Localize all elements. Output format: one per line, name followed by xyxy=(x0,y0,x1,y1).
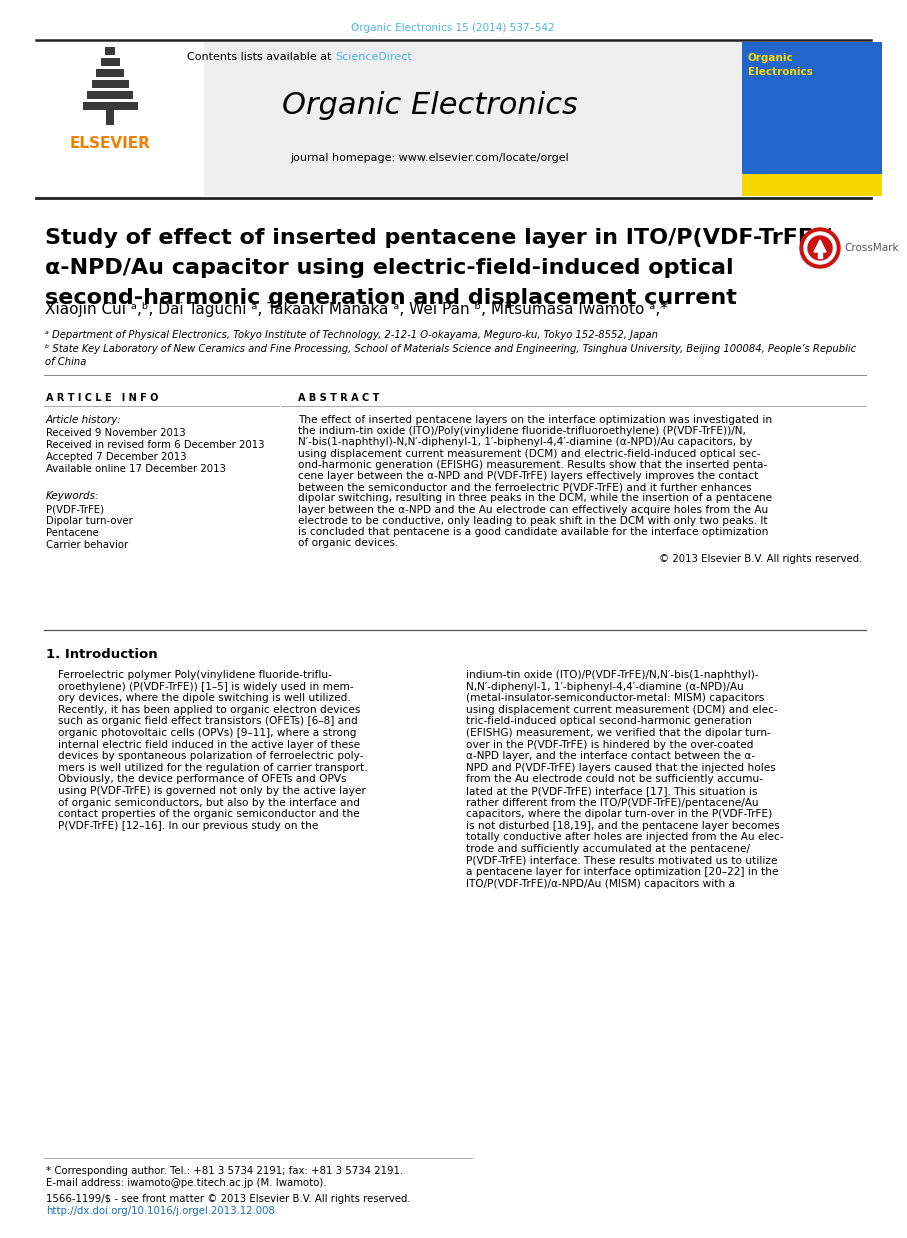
Text: is not disturbed [18,19], and the pentacene layer becomes: is not disturbed [18,19], and the pentac… xyxy=(466,821,780,831)
Bar xyxy=(742,76,882,166)
Text: of China: of China xyxy=(45,357,86,366)
Text: N′-bis(1-naphthyl)-N,N′-diphenyl-1, 1′-biphenyl-4,4′-diamine (α-NPD)/Au capacito: N′-bis(1-naphthyl)-N,N′-diphenyl-1, 1′-b… xyxy=(298,437,753,447)
Bar xyxy=(92,80,129,88)
Text: cene layer between the α-NPD and P(VDF-TrFE) layers effectively improves the con: cene layer between the α-NPD and P(VDF-T… xyxy=(298,470,758,482)
Text: indium-tin oxide (ITO)/P(VDF-TrFE)/N,N′-bis(1-naphthyl)-: indium-tin oxide (ITO)/P(VDF-TrFE)/N,N′-… xyxy=(466,670,758,680)
Text: Article history:: Article history: xyxy=(46,415,122,425)
Text: Keywords:: Keywords: xyxy=(46,491,100,501)
Text: Obviously, the device performance of OFETs and OPVs: Obviously, the device performance of OFE… xyxy=(58,775,346,785)
Bar xyxy=(105,47,115,54)
Text: using displacement current measurement (DCM) and elec-: using displacement current measurement (… xyxy=(466,704,777,714)
Bar xyxy=(742,66,882,116)
Bar xyxy=(106,110,114,125)
Text: dipolar switching, resulting in three peaks in the DCM, while the insertion of a: dipolar switching, resulting in three pe… xyxy=(298,494,772,504)
Text: ITO/P(VDF-TrFE)/α-NPD/Au (MISM) capacitors with a: ITO/P(VDF-TrFE)/α-NPD/Au (MISM) capacito… xyxy=(466,879,736,889)
Circle shape xyxy=(800,228,840,267)
Text: Dipolar turn-over: Dipolar turn-over xyxy=(46,516,132,526)
Polygon shape xyxy=(814,240,826,253)
Text: α-NPD layer, and the interface contact between the α-: α-NPD layer, and the interface contact b… xyxy=(466,751,756,761)
Bar xyxy=(26,42,882,196)
Text: electrode to be conductive, only leading to peak shift in the DCM with only two : electrode to be conductive, only leading… xyxy=(298,516,767,526)
Text: Organic
Electronics: Organic Electronics xyxy=(748,53,813,77)
Text: Xiaojin Cui ᵃ,ᵇ, Dai Taguchi ᵃ, Takaaki Manaka ᵃ, Wei Pan ᵇ, Mitsumasa Iwamoto ᵃ: Xiaojin Cui ᵃ,ᵇ, Dai Taguchi ᵃ, Takaaki … xyxy=(45,302,668,317)
Text: lated at the P(VDF-TrFE) interface [17]. This situation is: lated at the P(VDF-TrFE) interface [17].… xyxy=(466,786,757,796)
Text: mers is well utilized for the regulation of carrier transport.: mers is well utilized for the regulation… xyxy=(58,763,367,773)
Text: contact properties of the organic semiconductor and the: contact properties of the organic semico… xyxy=(58,810,360,820)
Bar xyxy=(742,42,882,196)
Text: of organic semiconductors, but also by the interface and: of organic semiconductors, but also by t… xyxy=(58,797,360,807)
Text: P(VDF-TrFE) interface. These results motivated us to utilize: P(VDF-TrFE) interface. These results mot… xyxy=(466,855,777,865)
Text: Contents lists available at: Contents lists available at xyxy=(187,52,335,62)
Text: Carrier behavior: Carrier behavior xyxy=(46,540,128,550)
Text: oroethylene) (P(VDF-TrFE)) [1–5] is widely used in mem-: oroethylene) (P(VDF-TrFE)) [1–5] is wide… xyxy=(58,682,354,692)
Text: Organic Electronics 15 (2014) 537–542: Organic Electronics 15 (2014) 537–542 xyxy=(351,24,555,33)
Text: between the semiconductor and the ferroelectric P(VDF-TrFE) and it further enhan: between the semiconductor and the ferroe… xyxy=(298,482,752,493)
Text: 1. Introduction: 1. Introduction xyxy=(46,647,158,661)
Text: ory devices, where the dipole switching is well utilized.: ory devices, where the dipole switching … xyxy=(58,693,351,703)
Text: a pentacene layer for interface optimization [20–22] in the: a pentacene layer for interface optimiza… xyxy=(466,867,778,878)
Text: P(VDF-TrFE) [12–16]. In our previous study on the: P(VDF-TrFE) [12–16]. In our previous stu… xyxy=(58,821,318,831)
Text: A B S T R A C T: A B S T R A C T xyxy=(298,392,379,404)
Text: of organic devices.: of organic devices. xyxy=(298,539,398,548)
Bar xyxy=(742,42,882,196)
Text: α-NPD/Au capacitor using electric-field-induced optical: α-NPD/Au capacitor using electric-field-… xyxy=(45,258,734,279)
Text: internal electric field induced in the active layer of these: internal electric field induced in the a… xyxy=(58,739,360,749)
Text: ELSEVIER: ELSEVIER xyxy=(70,135,151,151)
Text: The effect of inserted pentacene layers on the interface optimization was invest: The effect of inserted pentacene layers … xyxy=(298,415,772,425)
Text: using P(VDF-TrFE) is governed not only by the active layer: using P(VDF-TrFE) is governed not only b… xyxy=(58,786,366,796)
Text: capacitors, where the dipolar turn-over in the P(VDF-TrFE): capacitors, where the dipolar turn-over … xyxy=(466,810,772,820)
Text: Received in revised form 6 December 2013: Received in revised form 6 December 2013 xyxy=(46,439,265,449)
Text: tric-field-induced optical second-harmonic generation: tric-field-induced optical second-harmon… xyxy=(466,717,752,727)
Text: rather different from the ITO/P(VDF-TrFE)/pentacene/Au: rather different from the ITO/P(VDF-TrFE… xyxy=(466,797,758,807)
Text: Organic Electronics: Organic Electronics xyxy=(282,90,578,120)
Text: such as organic field effect transistors (OFETs) [6–8] and: such as organic field effect transistors… xyxy=(58,717,357,727)
Text: ᵃ Department of Physical Electronics, Tokyo Institute of Technology, 2-12-1 O-ok: ᵃ Department of Physical Electronics, To… xyxy=(45,331,658,340)
Text: ᵇ State Key Laboratory of New Ceramics and Fine Processing, School of Materials : ᵇ State Key Laboratory of New Ceramics a… xyxy=(45,344,856,354)
Bar xyxy=(26,42,204,196)
Text: (metal-insulator-semiconductor-metal: MISM) capacitors: (metal-insulator-semiconductor-metal: MI… xyxy=(466,693,765,703)
Bar xyxy=(96,69,124,77)
Text: CrossMark: CrossMark xyxy=(844,243,899,253)
Text: Accepted 7 December 2013: Accepted 7 December 2013 xyxy=(46,452,187,462)
Text: (EFISHG) measurement, we verified that the dipolar turn-: (EFISHG) measurement, we verified that t… xyxy=(466,728,771,738)
Text: journal homepage: www.elsevier.com/locate/orgel: journal homepage: www.elsevier.com/locat… xyxy=(290,154,570,163)
Text: devices by spontaneous polarization of ferroelectric poly-: devices by spontaneous polarization of f… xyxy=(58,751,364,761)
Text: the indium-tin oxide (ITO)/Poly(vinylidene fluoride-trifluoroethylene) (P(VDF-Tr: the indium-tin oxide (ITO)/Poly(vinylide… xyxy=(298,426,746,436)
Text: Available online 17 December 2013: Available online 17 December 2013 xyxy=(46,464,226,474)
Text: totally conductive after holes are injected from the Au elec-: totally conductive after holes are injec… xyxy=(466,832,784,842)
Circle shape xyxy=(804,232,836,264)
Text: * Corresponding author. Tel.: +81 3 5734 2191; fax: +81 3 5734 2191.: * Corresponding author. Tel.: +81 3 5734… xyxy=(46,1166,403,1176)
Bar xyxy=(83,102,138,110)
Text: layer between the α-NPD and the Au electrode can effectively acquire holes from : layer between the α-NPD and the Au elect… xyxy=(298,505,768,515)
Text: E-mail address: iwamoto@pe.titech.ac.jp (M. Iwamoto).: E-mail address: iwamoto@pe.titech.ac.jp … xyxy=(46,1179,327,1188)
Text: A R T I C L E   I N F O: A R T I C L E I N F O xyxy=(46,392,159,404)
Bar xyxy=(818,253,822,258)
Text: second-harmonic generation and displacement current: second-harmonic generation and displacem… xyxy=(45,288,736,308)
Bar xyxy=(87,92,133,99)
Text: Ferroelectric polymer Poly(vinylidene fluoride-triflu-: Ferroelectric polymer Poly(vinylidene fl… xyxy=(58,670,332,680)
Text: ScienceDirect: ScienceDirect xyxy=(335,52,412,62)
Text: NPD and P(VDF-TrFE) layers caused that the injected holes: NPD and P(VDF-TrFE) layers caused that t… xyxy=(466,763,775,773)
Text: 1566-1199/$ - see front matter © 2013 Elsevier B.V. All rights reserved.: 1566-1199/$ - see front matter © 2013 El… xyxy=(46,1193,411,1205)
Text: http://dx.doi.org/10.1016/j.orgel.2013.12.008: http://dx.doi.org/10.1016/j.orgel.2013.1… xyxy=(46,1206,275,1216)
Text: ond-harmonic generation (EFISHG) measurement. Results show that the inserted pen: ond-harmonic generation (EFISHG) measure… xyxy=(298,459,767,469)
Text: P(VDF-TrFE): P(VDF-TrFE) xyxy=(46,504,104,514)
Text: Recently, it has been applied to organic electron devices: Recently, it has been applied to organic… xyxy=(58,704,360,714)
Text: over in the P(VDF-TrFE) is hindered by the over-coated: over in the P(VDF-TrFE) is hindered by t… xyxy=(466,739,754,749)
Text: organic photovoltaic cells (OPVs) [9–11], where a strong: organic photovoltaic cells (OPVs) [9–11]… xyxy=(58,728,356,738)
Text: trode and sufficiently accumulated at the pentacene/: trode and sufficiently accumulated at th… xyxy=(466,844,750,854)
Text: N,N′-diphenyl-1, 1′-biphenyl-4,4′-diamine (α-NPD)/Au: N,N′-diphenyl-1, 1′-biphenyl-4,4′-diamin… xyxy=(466,682,744,692)
Text: © 2013 Elsevier B.V. All rights reserved.: © 2013 Elsevier B.V. All rights reserved… xyxy=(658,555,862,565)
Text: is concluded that pentacene is a good candidate available for the interface opti: is concluded that pentacene is a good ca… xyxy=(298,527,768,537)
Text: Received 9 November 2013: Received 9 November 2013 xyxy=(46,428,186,438)
Text: using displacement current measurement (DCM) and electric-field-induced optical : using displacement current measurement (… xyxy=(298,448,761,458)
Bar xyxy=(742,175,882,196)
Circle shape xyxy=(808,236,832,260)
Text: Pentacene: Pentacene xyxy=(46,527,99,539)
Text: Study of effect of inserted pentacene layer in ITO/P(VDF-TrFE)/: Study of effect of inserted pentacene la… xyxy=(45,228,831,248)
Bar xyxy=(101,58,120,66)
Text: from the Au electrode could not be sufficiently accumu-: from the Au electrode could not be suffi… xyxy=(466,775,763,785)
